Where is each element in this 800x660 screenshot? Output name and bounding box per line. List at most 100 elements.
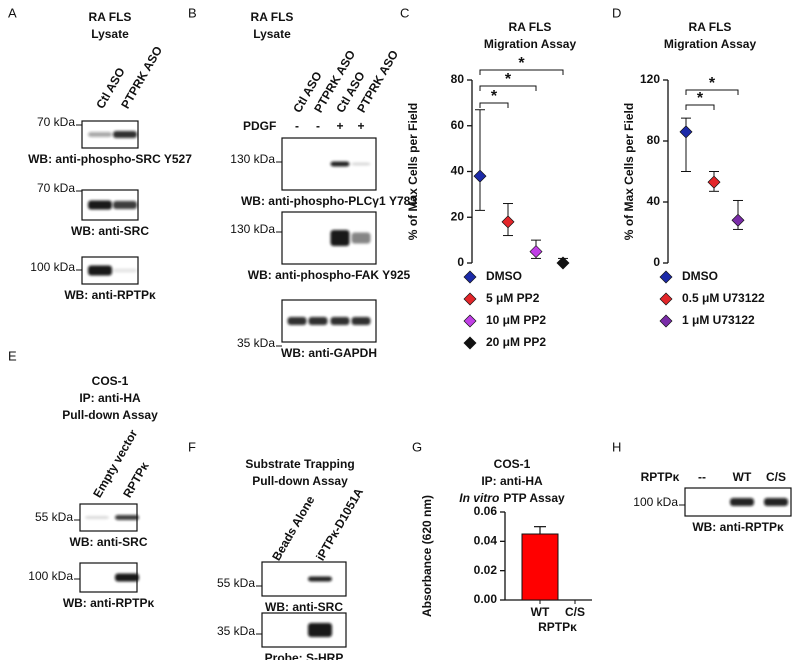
y-tick-label: 80	[647, 133, 661, 147]
chart-title: COS-1	[494, 457, 531, 471]
panel-title: Pull-down Assay	[62, 408, 158, 422]
y-axis-label: % of Max Cells per Field	[406, 103, 420, 240]
blot-caption: Probe: S-HRP	[265, 651, 344, 660]
y-tick-label: 20	[451, 209, 465, 223]
size-marker: 70 kDa	[37, 115, 75, 129]
treatment-label: PDGF	[243, 119, 276, 133]
band	[730, 498, 754, 506]
significance-bracket	[479, 85, 537, 91]
band	[308, 317, 328, 325]
band	[88, 132, 112, 137]
blot	[261, 561, 347, 597]
lane-label: iPTPκ-D1051A	[313, 485, 366, 563]
panel-title: Substrate Trapping	[245, 457, 354, 471]
band	[113, 131, 137, 138]
lane-label: RPTPκ	[120, 459, 152, 500]
significance-bracket	[479, 102, 509, 108]
y-tick-label: 0.02	[474, 563, 498, 577]
lane-label: --	[698, 470, 706, 484]
blot-caption: WB: anti-SRC	[71, 224, 149, 238]
band	[330, 161, 350, 167]
significance-bracket	[685, 104, 715, 110]
y-tick-label: 0.04	[474, 534, 498, 548]
panel-title: Lysate	[253, 27, 291, 41]
lane-label: PTPRK ASO	[118, 44, 165, 111]
legend-label: 20 μM PP2	[486, 335, 546, 349]
chart-title: In vitro PTP Assay	[459, 491, 565, 505]
size-marker: 35 kDa	[217, 624, 255, 638]
band	[351, 162, 371, 166]
panel-label: B	[188, 5, 197, 20]
size-marker: 130 kDa	[230, 222, 275, 236]
legend-marker	[659, 314, 673, 328]
band	[287, 317, 307, 325]
band	[88, 265, 112, 276]
point	[501, 215, 515, 229]
panel-label: E	[8, 348, 17, 363]
panel-title: RA FLS	[251, 10, 294, 24]
chart-title: IP: anti-HA	[481, 474, 543, 488]
band	[330, 230, 350, 246]
y-tick-label: 0	[457, 255, 464, 269]
y-axis-label: % of Max Cells per Field	[622, 103, 636, 240]
y-tick-label: 40	[647, 194, 661, 208]
legend-marker	[463, 292, 477, 306]
lane-label: WT	[733, 470, 752, 484]
legend-label: 0.5 μM U73122	[682, 291, 765, 305]
panel-label: A	[8, 5, 17, 20]
band	[351, 232, 371, 244]
legend-marker	[659, 270, 673, 284]
panel-label: C	[400, 5, 409, 20]
x-tick-label: C/S	[565, 605, 585, 619]
panel-title: Lysate	[91, 27, 129, 41]
y-tick-label: 40	[451, 164, 465, 178]
blot	[261, 612, 347, 648]
y-tick-label: 0.06	[474, 504, 498, 518]
lane-label: Beads Alone	[269, 493, 317, 563]
treatment-sign: +	[336, 119, 343, 133]
legend-label: DMSO	[486, 269, 522, 283]
band	[330, 317, 350, 325]
size-marker: 100 kDa	[30, 260, 75, 274]
panel-label: H	[612, 439, 621, 454]
legend-label: 10 μM PP2	[486, 313, 546, 327]
panel-title: IP: anti-HA	[79, 391, 141, 405]
title-text: PTP Assay	[503, 491, 565, 505]
blot-caption: WB: anti-phospho-PLCγ1 Y783	[241, 194, 417, 208]
blot-caption: WB: anti-RPTPκ	[64, 288, 156, 302]
band	[308, 576, 332, 582]
legend-marker	[463, 314, 477, 328]
point	[707, 175, 721, 189]
y-tick-label: 120	[640, 72, 660, 86]
significance-star: *	[491, 88, 498, 105]
blot-caption: WB: anti-GAPDH	[281, 346, 377, 360]
chart-title: Migration Assay	[664, 37, 757, 51]
blot-caption: WB: anti-RPTPκ	[63, 596, 155, 610]
size-marker: 35 kDa	[237, 336, 275, 350]
band	[113, 268, 137, 273]
size-marker: 55 kDa	[217, 576, 255, 590]
significance-bracket	[479, 69, 564, 75]
legend-marker	[463, 270, 477, 284]
significance-bracket	[685, 89, 739, 95]
point	[473, 169, 487, 183]
size-marker: 100 kDa	[28, 569, 73, 583]
point	[679, 125, 693, 139]
panel-label: F	[188, 439, 196, 454]
title-italic: In vitro	[459, 491, 499, 505]
blot-caption: WB: anti-RPTPκ	[692, 520, 784, 534]
blot-caption: WB: anti-phospho-FAK Y925	[248, 268, 411, 282]
y-tick-label: 80	[451, 72, 465, 86]
legend-marker	[463, 336, 477, 350]
row-label: RPTPκ	[641, 470, 680, 484]
band	[115, 515, 139, 520]
lane-label: C/S	[766, 470, 786, 484]
point	[529, 245, 543, 259]
panel-label: G	[412, 439, 422, 454]
blot-caption: WB: anti-SRC	[70, 535, 148, 549]
size-marker: 55 kDa	[35, 510, 73, 524]
band	[764, 498, 788, 506]
treatment-sign: -	[316, 119, 320, 133]
panel-label: D	[612, 5, 621, 20]
